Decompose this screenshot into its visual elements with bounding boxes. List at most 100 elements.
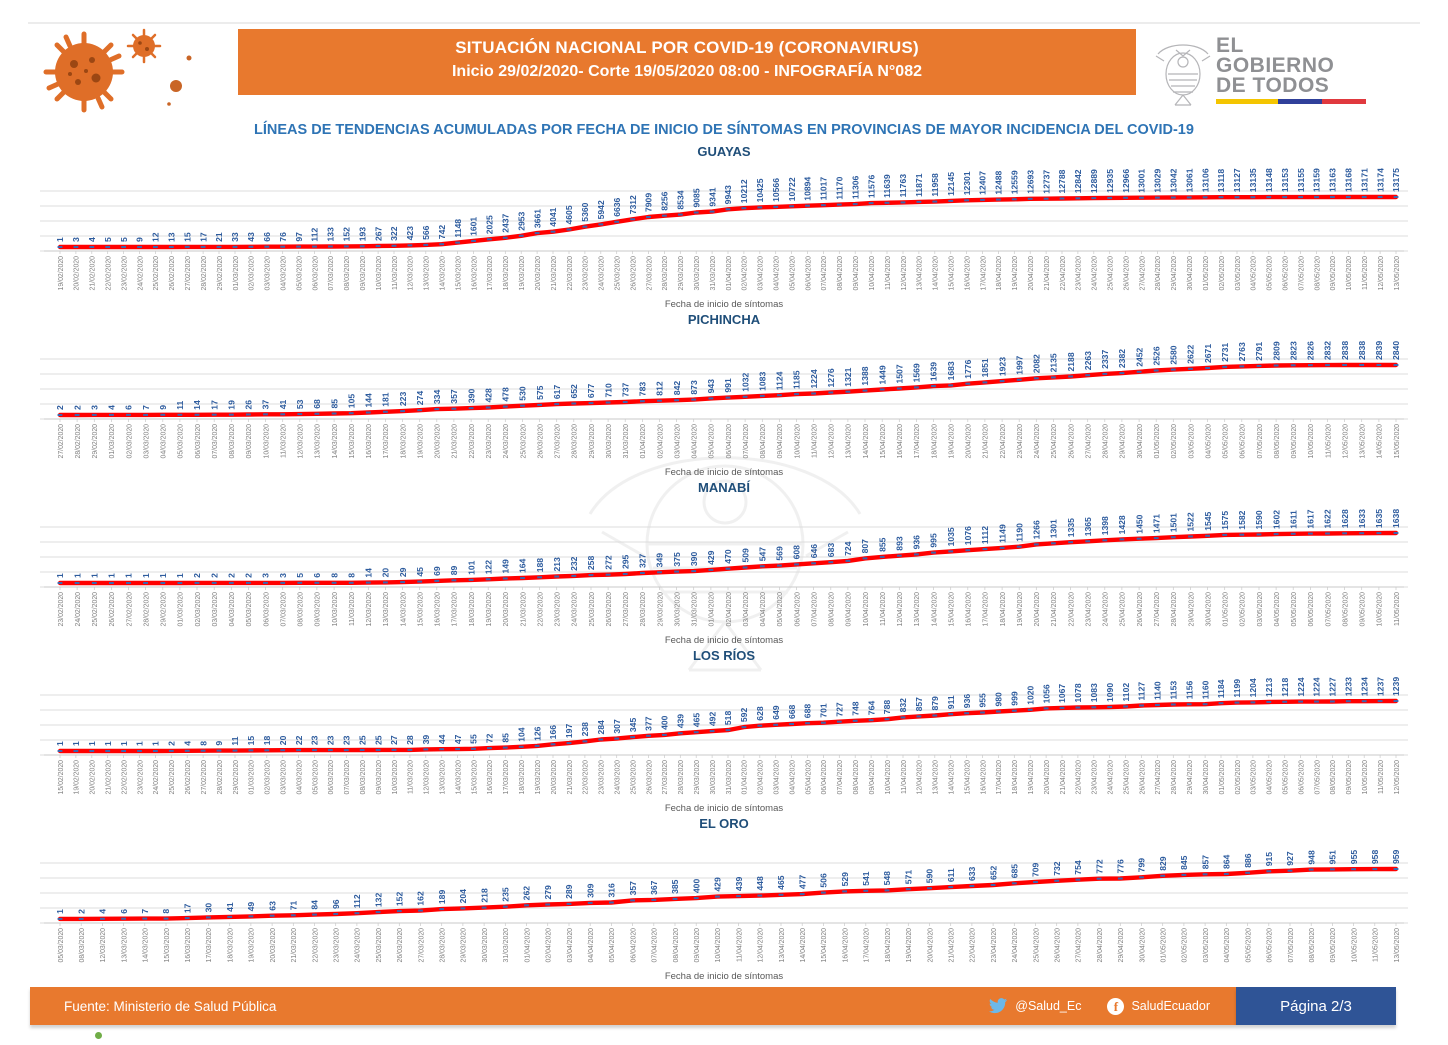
svg-text:628: 628 [755, 706, 765, 721]
svg-text:1638: 1638 [1391, 509, 1401, 528]
svg-text:1156: 1156 [1184, 680, 1194, 699]
svg-text:19/04/2020: 19/04/2020 [949, 424, 956, 459]
svg-text:16/03/2020: 16/03/2020 [435, 592, 442, 627]
svg-text:09/05/2020: 09/05/2020 [1291, 424, 1298, 459]
svg-text:166: 166 [548, 725, 558, 740]
source-text: Fuente: Ministerio de Salud Pública [64, 998, 277, 1014]
svg-text:1239: 1239 [1391, 677, 1401, 696]
svg-text:12737: 12737 [1041, 170, 1051, 194]
svg-text:09/03/2020: 09/03/2020 [315, 592, 322, 627]
svg-text:22/03/2020: 22/03/2020 [469, 424, 476, 459]
svg-text:08/03/2020: 08/03/2020 [360, 760, 367, 795]
svg-text:677: 677 [586, 384, 596, 399]
svg-text:12559: 12559 [1010, 170, 1020, 194]
svg-text:13171: 13171 [1359, 168, 1369, 192]
svg-text:2: 2 [244, 573, 254, 578]
svg-text:05/05/2020: 05/05/2020 [1267, 256, 1274, 291]
svg-text:06/04/2020: 06/04/2020 [821, 760, 828, 795]
svg-text:04/03/2020: 04/03/2020 [229, 592, 236, 627]
svg-text:02/03/2020: 02/03/2020 [126, 424, 133, 459]
svg-text:390: 390 [689, 552, 699, 567]
svg-text:10212: 10212 [739, 179, 749, 203]
svg-text:1450: 1450 [1134, 514, 1144, 533]
svg-text:322: 322 [389, 226, 399, 241]
svg-text:29/02/2020: 29/02/2020 [217, 256, 224, 291]
svg-text:05/05/2020: 05/05/2020 [1283, 760, 1290, 795]
svg-text:2823: 2823 [1288, 341, 1298, 360]
svg-text:857: 857 [1200, 855, 1210, 870]
svg-text:25/04/2020: 25/04/2020 [1108, 256, 1115, 291]
svg-text:8256: 8256 [660, 191, 670, 210]
svg-text:152: 152 [395, 892, 405, 907]
svg-text:8: 8 [198, 741, 208, 746]
svg-text:995: 995 [929, 533, 939, 548]
svg-text:688: 688 [803, 704, 813, 719]
svg-text:608: 608 [792, 545, 802, 560]
svg-text:01/03/2020: 01/03/2020 [178, 592, 185, 627]
svg-text:25/02/2020: 25/02/2020 [169, 760, 176, 795]
svg-text:29/04/2020: 29/04/2020 [1171, 256, 1178, 291]
svg-text:1224: 1224 [1312, 677, 1322, 696]
svg-text:25/04/2020: 25/04/2020 [1051, 424, 1058, 459]
svg-text:1276: 1276 [826, 368, 836, 387]
svg-text:20/04/2020: 20/04/2020 [966, 424, 973, 459]
svg-text:23/04/2020: 23/04/2020 [1017, 424, 1024, 459]
svg-text:2580: 2580 [1169, 345, 1179, 364]
svg-text:6: 6 [124, 405, 134, 410]
svg-text:12/03/2020: 12/03/2020 [100, 928, 107, 963]
svg-text:15/04/2020: 15/04/2020 [821, 928, 828, 963]
footer: Fuente: Ministerio de Salud Pública @Sal… [0, 987, 1448, 1025]
svg-text:1: 1 [55, 237, 65, 242]
svg-text:39: 39 [421, 735, 431, 745]
svg-text:26/04/2020: 26/04/2020 [1137, 592, 1144, 627]
svg-text:807: 807 [860, 539, 870, 554]
svg-text:1633: 1633 [1357, 509, 1367, 528]
svg-text:8: 8 [161, 909, 171, 914]
svg-text:9943: 9943 [723, 185, 733, 204]
svg-text:232: 232 [569, 556, 579, 571]
svg-text:31/03/2020: 31/03/2020 [710, 256, 717, 291]
svg-text:864: 864 [1222, 854, 1232, 869]
svg-text:683: 683 [826, 543, 836, 558]
svg-text:1428: 1428 [1117, 515, 1127, 534]
svg-text:530: 530 [518, 386, 528, 401]
svg-text:2838: 2838 [1357, 341, 1367, 360]
svg-text:01/04/2020: 01/04/2020 [726, 256, 733, 291]
svg-text:26/02/2020: 26/02/2020 [185, 760, 192, 795]
svg-text:11/04/2020: 11/04/2020 [901, 760, 908, 794]
svg-text:17: 17 [198, 232, 208, 242]
svg-text:12/04/2020: 12/04/2020 [897, 592, 904, 627]
svg-text:04/04/2020: 04/04/2020 [760, 592, 767, 627]
svg-text:19/03/2020: 19/03/2020 [535, 760, 542, 795]
svg-text:4: 4 [182, 741, 192, 746]
svg-text:03/05/2020: 03/05/2020 [1251, 760, 1258, 795]
svg-text:02/05/2020: 02/05/2020 [1171, 424, 1178, 459]
svg-text:11/04/2020: 11/04/2020 [736, 928, 743, 962]
svg-text:1: 1 [103, 741, 113, 746]
svg-text:2953: 2953 [516, 211, 526, 230]
report-period: Inicio 29/02/2020- Corte 19/05/2020 08:0… [451, 63, 922, 80]
svg-text:5: 5 [295, 573, 305, 578]
chart-section-pichincha: PICHINCHA 2 27/02/2020 2 28/02/2020 3 29/02/2… [40, 312, 1408, 479]
svg-text:09/04/2020: 09/04/2020 [694, 928, 701, 963]
svg-text:12/03/2020: 12/03/2020 [424, 760, 431, 795]
svg-text:12/04/2020: 12/04/2020 [758, 928, 765, 963]
svg-text:23/04/2020: 23/04/2020 [1086, 592, 1093, 627]
svg-text:12/03/2020: 12/03/2020 [298, 424, 305, 459]
svg-text:17: 17 [182, 903, 192, 913]
svg-text:592: 592 [739, 708, 749, 723]
svg-text:764: 764 [866, 701, 876, 716]
page-title: LÍNEAS DE TENDENCIAS ACUMULADAS POR FECH… [254, 122, 1194, 138]
svg-text:15/03/2020: 15/03/2020 [164, 928, 171, 963]
page-number-badge: Página 2/3 [1236, 987, 1396, 1025]
svg-text:7312: 7312 [628, 195, 638, 214]
svg-text:31/03/2020: 31/03/2020 [726, 760, 733, 795]
svg-text:23/04/2020: 23/04/2020 [1092, 760, 1099, 795]
svg-text:41: 41 [278, 400, 288, 410]
svg-text:1233: 1233 [1344, 677, 1354, 696]
coat-of-arms-icon [1155, 44, 1211, 106]
svg-text:01/04/2020: 01/04/2020 [709, 592, 716, 627]
header: SITUACIÓN NACIONAL POR COVID-19 (CORONAV… [0, 24, 1448, 118]
svg-text:1501: 1501 [1169, 513, 1179, 532]
svg-text:08/03/2020: 08/03/2020 [298, 592, 305, 627]
